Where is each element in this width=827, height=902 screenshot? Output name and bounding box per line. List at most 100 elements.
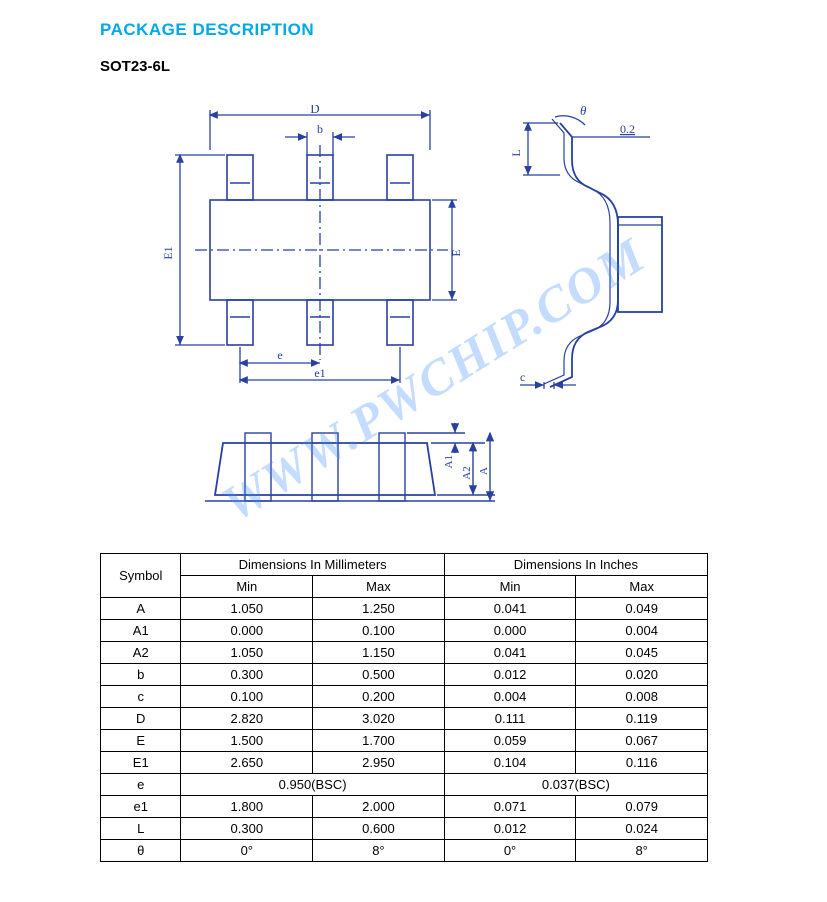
diagram-top-view: D b <box>160 105 480 395</box>
col-in: Dimensions In Inches <box>444 554 707 576</box>
cell-mm-min: 1.500 <box>181 730 313 752</box>
cell-symbol: θ <box>101 840 181 862</box>
cell-symbol: c <box>101 686 181 708</box>
cell-mm-min: 0° <box>181 840 313 862</box>
side-view-svg: θ 0.2 L c <box>500 105 700 395</box>
cell-symbol: A <box>101 598 181 620</box>
cell-mm-max: 0.500 <box>313 664 445 686</box>
cell-mm-max: 3.020 <box>313 708 445 730</box>
package-diagrams: D b <box>100 95 720 545</box>
cell-mm-min: 0.100 <box>181 686 313 708</box>
label-c: c <box>520 370 525 384</box>
cell-in-span: 0.037(BSC) <box>444 774 707 796</box>
cell-in-min: 0.004 <box>444 686 576 708</box>
label-e1: e1 <box>314 366 325 380</box>
cell-mm-max: 1.250 <box>313 598 445 620</box>
cell-mm-max: 2.950 <box>313 752 445 774</box>
cell-mm-span: 0.950(BSC) <box>181 774 444 796</box>
cell-in-max: 0.067 <box>576 730 708 752</box>
table-row: e11.8002.0000.0710.079 <box>101 796 708 818</box>
cell-in-max: 0.049 <box>576 598 708 620</box>
front-view-svg: A1 A2 A <box>195 415 535 535</box>
cell-in-min: 0.071 <box>444 796 576 818</box>
cell-in-min: 0.012 <box>444 818 576 840</box>
table-row: A1.0501.2500.0410.049 <box>101 598 708 620</box>
label-gauge: 0.2 <box>620 122 635 136</box>
section-title: PACKAGE DESCRIPTION <box>100 20 787 40</box>
cell-mm-min: 0.000 <box>181 620 313 642</box>
label-e: e <box>277 348 282 362</box>
label-E1: E1 <box>161 246 175 259</box>
table-row: L0.3000.6000.0120.024 <box>101 818 708 840</box>
cell-symbol: e <box>101 774 181 796</box>
cell-symbol: L <box>101 818 181 840</box>
col-mm-min: Min <box>181 576 313 598</box>
table-row: e0.950(BSC)0.037(BSC) <box>101 774 708 796</box>
label-theta: θ <box>580 105 587 118</box>
col-mm-max: Max <box>313 576 445 598</box>
cell-in-max: 8° <box>576 840 708 862</box>
cell-in-min: 0.041 <box>444 598 576 620</box>
cell-symbol: E1 <box>101 752 181 774</box>
top-view-svg: D b <box>160 105 480 395</box>
cell-symbol: e1 <box>101 796 181 818</box>
cell-in-min: 0° <box>444 840 576 862</box>
label-b: b <box>317 122 323 136</box>
cell-in-max: 0.004 <box>576 620 708 642</box>
cell-mm-max: 8° <box>313 840 445 862</box>
table-head: Symbol Dimensions In Millimeters Dimensi… <box>101 554 708 598</box>
cell-in-min: 0.111 <box>444 708 576 730</box>
label-A2: A2 <box>461 466 473 479</box>
table-row: θ0°8°0°8° <box>101 840 708 862</box>
table-row: E12.6502.9500.1040.116 <box>101 752 708 774</box>
cell-symbol: b <box>101 664 181 686</box>
label-L: L <box>509 149 523 156</box>
table-row: A10.0000.1000.0000.004 <box>101 620 708 642</box>
cell-mm-max: 2.000 <box>313 796 445 818</box>
cell-in-max: 0.008 <box>576 686 708 708</box>
cell-in-min: 0.104 <box>444 752 576 774</box>
table-row: b0.3000.5000.0120.020 <box>101 664 708 686</box>
table-row: D2.8203.0200.1110.119 <box>101 708 708 730</box>
table-row: c0.1000.2000.0040.008 <box>101 686 708 708</box>
cell-in-max: 0.045 <box>576 642 708 664</box>
cell-mm-min: 0.300 <box>181 818 313 840</box>
cell-mm-max: 0.200 <box>313 686 445 708</box>
dimension-table: Symbol Dimensions In Millimeters Dimensi… <box>100 553 708 862</box>
cell-mm-min: 1.800 <box>181 796 313 818</box>
cell-in-max: 0.119 <box>576 708 708 730</box>
cell-in-min: 0.000 <box>444 620 576 642</box>
cell-in-min: 0.041 <box>444 642 576 664</box>
cell-mm-min: 2.650 <box>181 752 313 774</box>
cell-mm-max: 0.100 <box>313 620 445 642</box>
cell-in-max: 0.024 <box>576 818 708 840</box>
cell-in-max: 0.020 <box>576 664 708 686</box>
table-row: A21.0501.1500.0410.045 <box>101 642 708 664</box>
label-E: E <box>449 249 463 256</box>
label-A: A <box>478 467 490 475</box>
cell-symbol: D <box>101 708 181 730</box>
package-name: SOT23-6L <box>100 58 787 75</box>
cell-in-min: 0.012 <box>444 664 576 686</box>
cell-symbol: A1 <box>101 620 181 642</box>
cell-symbol: A2 <box>101 642 181 664</box>
col-in-min: Min <box>444 576 576 598</box>
cell-mm-max: 1.150 <box>313 642 445 664</box>
cell-in-max: 0.079 <box>576 796 708 818</box>
cell-mm-min: 0.300 <box>181 664 313 686</box>
label-A1: A1 <box>443 455 455 468</box>
cell-in-max: 0.116 <box>576 752 708 774</box>
cell-mm-max: 0.600 <box>313 818 445 840</box>
cell-mm-min: 1.050 <box>181 642 313 664</box>
table-row: E1.5001.7000.0590.067 <box>101 730 708 752</box>
diagram-front-view: A1 A2 A <box>195 415 535 535</box>
label-D: D <box>310 105 319 116</box>
diagram-side-view: θ 0.2 L c <box>500 105 700 395</box>
cell-symbol: E <box>101 730 181 752</box>
col-symbol: Symbol <box>101 554 181 598</box>
col-mm: Dimensions In Millimeters <box>181 554 444 576</box>
cell-in-min: 0.059 <box>444 730 576 752</box>
cell-mm-min: 1.050 <box>181 598 313 620</box>
table-body: A1.0501.2500.0410.049A10.0000.1000.0000.… <box>101 598 708 862</box>
cell-mm-min: 2.820 <box>181 708 313 730</box>
